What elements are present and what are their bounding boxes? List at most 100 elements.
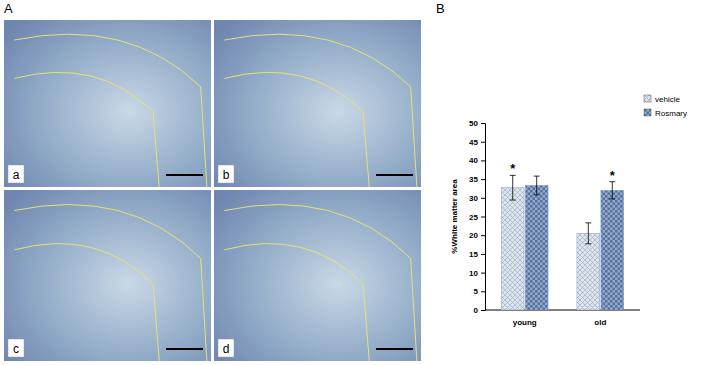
image-label-box (8, 165, 24, 183)
image-label-box (218, 165, 234, 183)
y-tick-label: 5 (474, 287, 479, 296)
y-tick-label: 10 (469, 269, 478, 278)
y-tick-mark (481, 160, 485, 161)
legend: vehicle Rosmary (644, 95, 687, 118)
x-axis: young old (485, 310, 640, 327)
region-outline (14, 72, 159, 187)
x-tick-label: old (594, 318, 606, 327)
image-label-box (8, 339, 24, 357)
y-tick-mark (481, 291, 485, 292)
error-bar (534, 176, 540, 195)
y-tick-label: 35 (469, 175, 478, 184)
y-tick-mark (481, 254, 485, 255)
error-bar (585, 223, 591, 244)
legend-entry: Rosmary (644, 109, 687, 118)
legend-entry: vehicle (644, 95, 680, 104)
y-tick: 5 (474, 287, 485, 296)
region-outline (224, 34, 417, 187)
legend-swatch (644, 95, 651, 102)
image-label: d (223, 342, 230, 356)
image-label: a (13, 168, 20, 182)
error-bar-line (609, 198, 615, 199)
y-tick-mark (481, 235, 485, 236)
error-bar-line (512, 175, 513, 200)
y-tick-label: 0 (474, 306, 479, 315)
error-bar-line (612, 182, 613, 199)
micrograph-image (214, 190, 421, 361)
error-bar-line (585, 222, 591, 223)
region-outline (14, 205, 207, 361)
scale-bar (166, 348, 203, 350)
figure: Aa b c d B 0 5 10 15 20 25 30 35 40 45 50 young old %White… (0, 0, 727, 365)
legend-swatch (644, 109, 651, 116)
error-bar-line (588, 223, 589, 244)
y-axis-line (481, 124, 486, 311)
image-label-box (218, 339, 234, 357)
micrograph-image (214, 20, 421, 187)
bar (525, 185, 548, 310)
x-tick-label: young (513, 318, 537, 327)
y-tick-label: 30 (469, 194, 478, 203)
y-tick-label: 40 (469, 156, 478, 165)
region-outline (14, 244, 159, 361)
micrograph-image (4, 190, 211, 361)
micrograph: a (4, 20, 211, 187)
region-outline (224, 72, 369, 187)
annotation: * (610, 168, 616, 183)
y-tick: 20 (469, 231, 485, 240)
bar (501, 188, 524, 310)
scale-bar (376, 174, 413, 176)
y-tick-label: 50 (469, 119, 478, 128)
micrograph: d (214, 190, 421, 361)
micrograph: b (214, 20, 421, 187)
y-tick-label: 25 (469, 213, 478, 222)
micrograph: c (4, 190, 211, 361)
y-tick: 50 (469, 119, 485, 128)
y-tick-label: 15 (469, 250, 478, 259)
y-tick-mark (481, 179, 485, 180)
y-tick-mark (481, 217, 485, 218)
error-bar-line (536, 176, 537, 195)
y-tick-mark (481, 142, 485, 143)
plot-area (501, 175, 623, 310)
annotation: * (510, 161, 516, 176)
bar (601, 190, 624, 310)
y-tick-label: 45 (469, 138, 478, 147)
y-tick-label: 20 (469, 231, 478, 240)
image-label: c (13, 342, 19, 356)
y-tick-mark (481, 273, 485, 274)
y-tick-mark (481, 310, 485, 311)
y-tick-mark (481, 198, 485, 199)
x-tick: old (594, 310, 606, 327)
y-tick-mark (481, 123, 485, 124)
y-axis-title: %White matter area (450, 179, 459, 254)
image-label: b (223, 168, 230, 182)
y-tick: 35 (469, 175, 485, 184)
error-bar (609, 182, 615, 199)
legend-label: vehicle (655, 95, 680, 104)
error-bar-line (510, 200, 516, 201)
scale-bar (376, 348, 413, 350)
error-bar-line (534, 176, 540, 177)
region-outline (14, 34, 207, 187)
error-bar (510, 175, 516, 200)
y-tick: 45 (469, 138, 485, 147)
scale-bar (166, 174, 203, 176)
y-tick: 10 (469, 269, 485, 278)
error-bar-line (534, 194, 540, 195)
y-tick: 40 (469, 156, 485, 165)
micrograph-image (4, 20, 211, 187)
error-bar-line (585, 243, 591, 244)
panel-label: A (4, 1, 13, 16)
legend-label: Rosmary (655, 109, 687, 118)
y-tick: 15 (469, 250, 485, 259)
panel-label: B (436, 1, 445, 16)
y-axis: 0 5 10 15 20 25 30 35 40 45 50 (469, 119, 485, 315)
bar (577, 233, 600, 310)
y-tick: 25 (469, 213, 485, 222)
y-tick: 30 (469, 194, 485, 203)
x-tick: young (513, 310, 537, 327)
region-outline (224, 205, 417, 361)
y-tick: 0 (474, 306, 485, 315)
region-outline (224, 244, 369, 361)
